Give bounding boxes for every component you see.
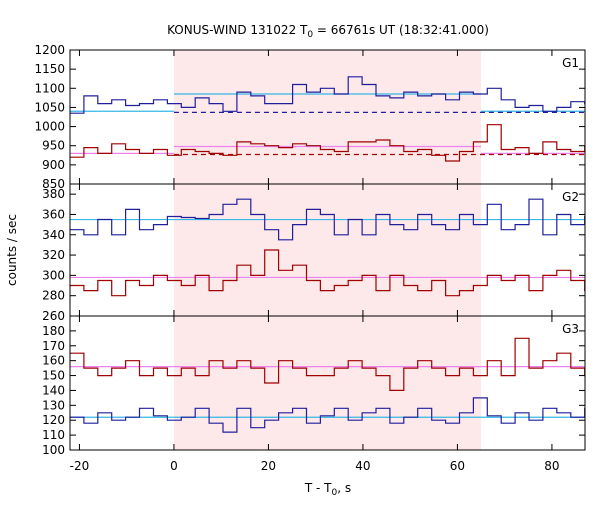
shaded-interval [173,50,482,450]
x-tick-label: 60 [450,459,465,473]
y-tick-label: 320 [42,248,65,262]
panel-data [70,76,585,162]
y-tick-label: 950 [42,139,65,153]
panel-g1: 850 900 950 1000 1050 1100 1150 1200 G1 [34,43,586,191]
y-tick-label: 260 [42,309,65,323]
panel-data [70,337,585,433]
y-tick-label: 110 [42,428,65,442]
y-tick-label: 120 [42,413,65,427]
panel-label: G2 [562,190,579,204]
x-tick-label: 20 [261,459,276,473]
y-tick-label: 160 [42,354,65,368]
y-tick-label: 180 [42,324,65,338]
y-axis-label: counts / sec [5,214,19,286]
y-tick-label: 850 [42,177,65,191]
y-tick-label: 300 [42,268,65,282]
x-tick-label: 40 [355,459,370,473]
y-tick-label: 100 [42,443,65,457]
series-line-red [70,124,585,162]
y-tick-label: 140 [42,383,65,397]
x-tick-label: 0 [170,459,178,473]
series-line-red [70,337,585,391]
y-tick-label: 380 [42,187,65,201]
x-tick-label: -20 [70,459,90,473]
y-tick-label: 1150 [34,62,65,76]
panel-frame [69,315,586,451]
y-tick-label: 1100 [34,81,65,95]
x-tick-label: 80 [544,459,559,473]
series-line-red [70,249,585,297]
y-tick-label: 150 [42,369,65,383]
y-tick-label: 1200 [34,43,65,57]
y-tick-label: 1000 [34,120,65,134]
y-tick-label: 280 [42,289,65,303]
panel-label: G1 [562,56,579,70]
panel-g2: 260 280 300 320 340 360 380 G2 [42,183,586,323]
y-tick-label: 360 [42,207,65,221]
y-tick-label: 1050 [34,100,65,114]
panel-data [70,198,585,297]
x-axis-label: T - T0, s [304,481,351,498]
series-line-blue [70,198,585,241]
y-tick-label: 340 [42,228,65,242]
panel-label: G3 [562,322,579,336]
series-line-blue [70,76,585,114]
y-tick-label: 170 [42,339,65,353]
y-tick-label: 900 [42,158,65,172]
y-tick-label: 130 [42,398,65,412]
series-line-blue [70,397,585,433]
chart-title: KONUS-WIND 131022 T0 = 66761s UT (18:32:… [167,23,489,40]
